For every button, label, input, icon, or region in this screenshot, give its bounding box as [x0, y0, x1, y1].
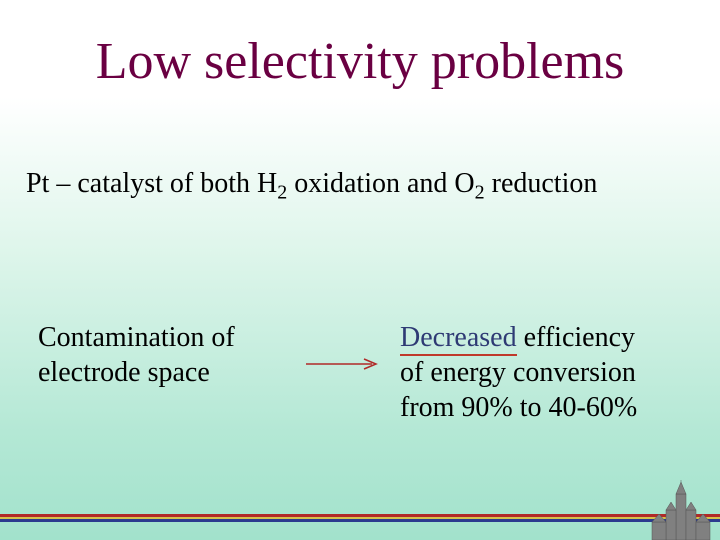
right-line-3: from 90% to 40-60%	[400, 392, 637, 423]
left-line-1: Contamination of	[38, 322, 235, 353]
subtitle-mid: oxidation and O	[287, 168, 474, 199]
footer-stripes	[0, 514, 720, 522]
subtitle-sub2: 2	[475, 182, 485, 204]
right-text-block: Decreased efficiency of energy conversio…	[400, 320, 700, 425]
subtitle-pre: Pt – catalyst of both H	[26, 168, 277, 199]
left-line-2: electrode space	[38, 357, 210, 388]
slide-subtitle: Pt – catalyst of both H2 oxidation and O…	[26, 168, 694, 205]
decreased-word: Decreased	[400, 322, 517, 356]
right-rest-1: efficiency	[517, 322, 635, 353]
msu-building-icon	[646, 480, 716, 540]
subtitle-post: reduction	[485, 168, 598, 199]
subtitle-sub1: 2	[277, 182, 287, 204]
left-text-block: Contamination of electrode space	[38, 320, 318, 390]
right-line-2: of energy conversion	[400, 357, 636, 388]
slide: Low selectivity problems Pt – catalyst o…	[0, 0, 720, 540]
arrow-head	[364, 359, 376, 369]
stripe-blue	[0, 519, 720, 522]
slide-title: Low selectivity problems	[0, 32, 720, 91]
